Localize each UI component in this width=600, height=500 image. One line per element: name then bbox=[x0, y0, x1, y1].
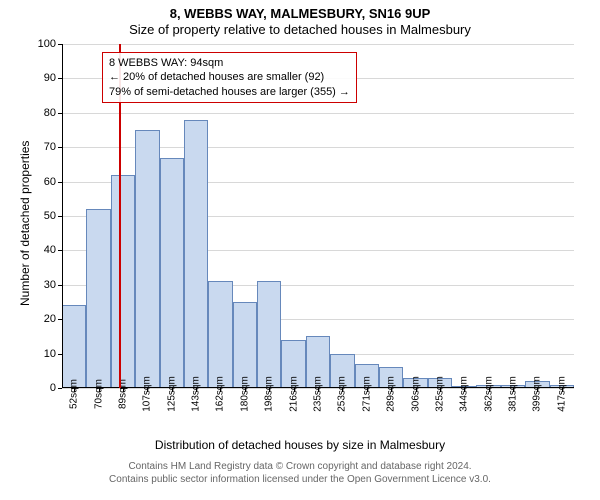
x-tick-label: 271sqm bbox=[361, 376, 372, 412]
y-tick-label: 60 bbox=[44, 176, 56, 188]
x-tick-label: 162sqm bbox=[215, 376, 226, 412]
x-tick-mark bbox=[74, 388, 75, 392]
legend-box: 8 WEBBS WAY: 94sqm ← 20% of detached hou… bbox=[102, 52, 357, 103]
x-tick-label: 180sqm bbox=[239, 376, 250, 412]
x-tick-mark bbox=[440, 388, 441, 392]
x-tick-label: 107sqm bbox=[142, 376, 153, 412]
y-tick-label: 40 bbox=[44, 244, 56, 256]
y-tick-label: 100 bbox=[38, 38, 56, 50]
x-tick-mark bbox=[245, 388, 246, 392]
y-axis-line bbox=[62, 44, 63, 388]
x-tick-mark bbox=[294, 388, 295, 392]
histogram-bar bbox=[233, 302, 257, 388]
x-tick-label: 143sqm bbox=[191, 376, 202, 412]
y-tick-label: 0 bbox=[50, 382, 56, 394]
x-tick-label: 362sqm bbox=[483, 376, 494, 412]
x-tick-mark bbox=[489, 388, 490, 392]
x-tick-mark bbox=[513, 388, 514, 392]
x-tick-label: 325sqm bbox=[434, 376, 445, 412]
histogram-bar bbox=[62, 305, 86, 388]
y-axis-label: Number of detached properties bbox=[18, 141, 32, 306]
histogram-bar bbox=[160, 158, 184, 388]
x-tick-label: 399sqm bbox=[532, 376, 543, 412]
chart-subtitle: Size of property relative to detached ho… bbox=[0, 22, 600, 37]
histogram-bar bbox=[184, 120, 208, 388]
x-tick-mark bbox=[367, 388, 368, 392]
legend-line-property: 8 WEBBS WAY: 94sqm bbox=[109, 56, 350, 70]
x-tick-label: 216sqm bbox=[288, 376, 299, 412]
x-tick-mark bbox=[99, 388, 100, 392]
x-tick-label: 125sqm bbox=[166, 376, 177, 412]
x-tick-label: 198sqm bbox=[264, 376, 275, 412]
y-tick-label: 20 bbox=[44, 313, 56, 325]
x-tick-mark bbox=[269, 388, 270, 392]
footer-line-2: Contains public sector information licen… bbox=[0, 473, 600, 486]
x-axis-line bbox=[62, 387, 574, 388]
x-tick-mark bbox=[391, 388, 392, 392]
x-tick-mark bbox=[196, 388, 197, 392]
x-tick-mark bbox=[147, 388, 148, 392]
footer-attribution: Contains HM Land Registry data © Crown c… bbox=[0, 460, 600, 486]
histogram-bar bbox=[208, 281, 232, 388]
x-tick-mark bbox=[537, 388, 538, 392]
x-tick-label: 235sqm bbox=[313, 376, 324, 412]
y-tick-label: 70 bbox=[44, 141, 56, 153]
legend-line-larger: 79% of semi-detached houses are larger (… bbox=[109, 85, 350, 99]
y-tick-label: 90 bbox=[44, 72, 56, 84]
x-tick-mark bbox=[172, 388, 173, 392]
histogram-bar bbox=[86, 209, 110, 388]
x-tick-mark bbox=[220, 388, 221, 392]
gridline bbox=[62, 44, 574, 45]
x-tick-label: 289sqm bbox=[386, 376, 397, 412]
x-tick-mark bbox=[342, 388, 343, 392]
histogram-bar bbox=[257, 281, 281, 388]
y-tick-label: 80 bbox=[44, 107, 56, 119]
x-tick-label: 253sqm bbox=[337, 376, 348, 412]
x-tick-mark bbox=[416, 388, 417, 392]
x-tick-label: 417sqm bbox=[556, 376, 567, 412]
x-tick-label: 381sqm bbox=[508, 376, 519, 412]
x-tick-label: 70sqm bbox=[93, 379, 104, 409]
footer-line-1: Contains HM Land Registry data © Crown c… bbox=[0, 460, 600, 473]
y-tick-label: 30 bbox=[44, 279, 56, 291]
x-tick-label: 52sqm bbox=[69, 379, 80, 409]
x-tick-mark bbox=[464, 388, 465, 392]
chart-container: { "title_line1": "8, WEBBS WAY, MALMESBU… bbox=[0, 0, 600, 500]
x-tick-mark bbox=[123, 388, 124, 392]
y-tick-label: 50 bbox=[44, 210, 56, 222]
y-tick-label: 10 bbox=[44, 348, 56, 360]
x-tick-label: 306sqm bbox=[410, 376, 421, 412]
chart-title-address: 8, WEBBS WAY, MALMESBURY, SN16 9UP bbox=[0, 6, 600, 21]
histogram-bar bbox=[111, 175, 135, 388]
legend-line-smaller: ← 20% of detached houses are smaller (92… bbox=[109, 70, 350, 84]
histogram-bar bbox=[135, 130, 159, 388]
x-tick-mark bbox=[318, 388, 319, 392]
x-axis-label: Distribution of detached houses by size … bbox=[0, 438, 600, 452]
y-tick-mark bbox=[58, 388, 62, 389]
x-tick-mark bbox=[562, 388, 563, 392]
x-tick-label: 344sqm bbox=[459, 376, 470, 412]
gridline bbox=[62, 113, 574, 114]
